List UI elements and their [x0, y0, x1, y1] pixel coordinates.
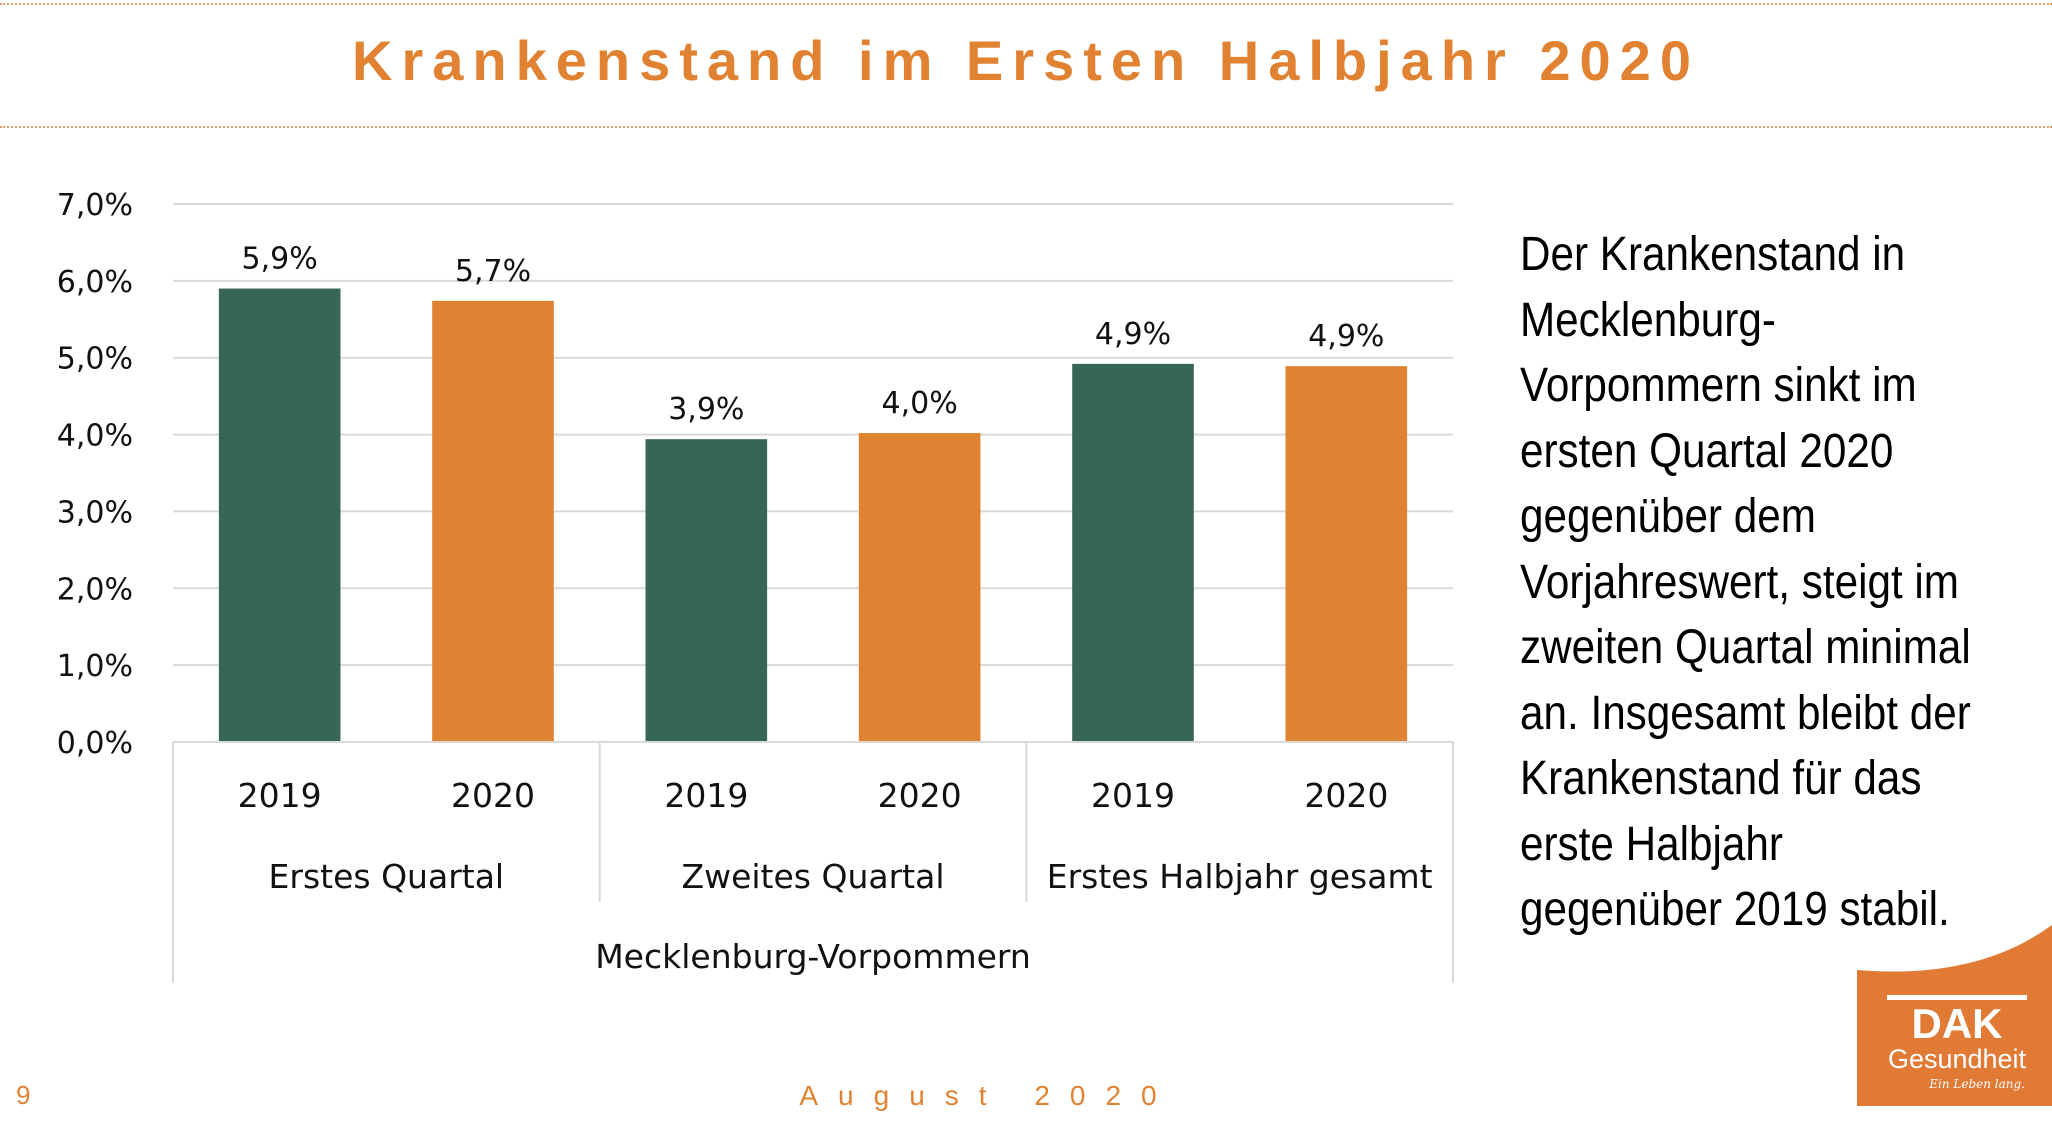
bar-2020-1 [432, 300, 554, 742]
y-tick-label: 2,0% [57, 572, 133, 607]
x-category-label: 2020 [451, 776, 535, 815]
x-group-label: Erstes Halbjahr gesamt [1047, 857, 1433, 896]
y-tick-label: 3,0% [57, 495, 133, 530]
y-tick-label: 7,0% [57, 188, 133, 223]
data-label: 3,9% [668, 392, 744, 427]
x-axis: 2019 2020 2019 2020 2019 2020 Erstes Quartal Zw… [172, 741, 1454, 983]
y-axis-ticks: 0,0% 1,0% 2,0% 3,0% 4,0% 5,0% 6,0% 7,0% [57, 188, 133, 761]
page-number: 9 [16, 1080, 31, 1110]
x-group-label: Erstes Quartal [269, 857, 505, 896]
bar-2019-3 [1072, 363, 1194, 742]
x-category-label: 2019 [664, 776, 748, 815]
y-tick-label: 4,0% [57, 419, 133, 454]
commentary-line: an. Insgesamt bleibt der [1520, 686, 1971, 740]
logo-bar [1887, 995, 2027, 1000]
bar-2020-3 [1285, 366, 1408, 742]
slide-title: Krankenstand im Ersten Halbjahr 2020 [352, 29, 1700, 92]
dak-logo: DAK Gesundheit Ein Leben lang. [1857, 925, 2052, 1106]
logo-brand: DAK [1912, 1000, 2003, 1047]
logo-background [1857, 925, 2052, 1106]
y-tick-label: 0,0% [57, 726, 133, 761]
data-label: 5,7% [455, 254, 531, 289]
y-tick-label: 1,0% [57, 649, 133, 684]
commentary-line: Krankenstand für das [1520, 752, 1922, 805]
logo-sub: Gesundheit [1888, 1044, 2027, 1074]
x-group-label: Zweites Quartal [681, 857, 944, 896]
bars [218, 288, 1408, 742]
commentary-line: Der Krankenstand in [1520, 228, 1906, 281]
x-category-label: 2019 [238, 776, 322, 815]
data-label: 4,9% [1308, 319, 1384, 354]
x-region-label: Mecklenburg-Vorpommern [595, 937, 1031, 976]
gridlines [173, 203, 1453, 667]
x-category-label: 2019 [1091, 776, 1175, 815]
title-divider [0, 126, 2052, 128]
data-labels: 5,9% 5,7% 3,9% 4,0% 4,9% 4,9% [242, 242, 1385, 428]
y-tick-label: 6,0% [57, 265, 133, 300]
bar-2020-2 [858, 433, 981, 742]
commentary-line: zweiten Quartal minimal [1520, 621, 1971, 674]
logo-tagline: Ein Leben lang. [1928, 1077, 2025, 1091]
data-label: 5,9% [242, 242, 318, 277]
commentary-line: gegenüber dem [1520, 490, 1816, 543]
y-tick-label: 5,0% [57, 342, 133, 377]
data-label: 4,0% [882, 386, 958, 421]
bar-2019-1 [218, 288, 341, 742]
data-label: 4,9% [1095, 317, 1171, 352]
bar-2019-2 [645, 439, 768, 742]
commentary-line: Vorjahreswert, steigt im [1520, 555, 1959, 609]
footer-date: August 2020 [799, 1080, 1177, 1111]
x-category-label: 2020 [878, 776, 962, 815]
commentary-line: gegenüber 2019 stabil. [1520, 883, 1950, 936]
commentary-line: Mecklenburg- [1520, 293, 1776, 347]
commentary-text: Der Krankenstand in Mecklenburg- Vorpommer… [1520, 222, 1971, 943]
commentary-line: ersten Quartal 2020 [1520, 424, 1894, 478]
commentary-line: Vorpommern sinkt im [1520, 359, 1917, 412]
top-divider [0, 3, 2052, 5]
x-category-label: 2020 [1304, 776, 1388, 815]
commentary-line: erste Halbjahr [1520, 817, 1783, 871]
